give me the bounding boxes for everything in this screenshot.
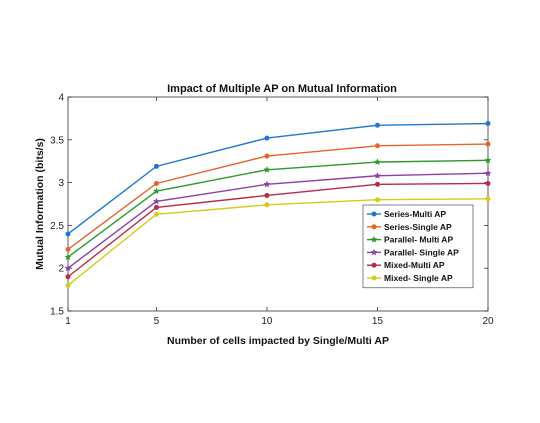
data-point — [373, 172, 382, 179]
data-point — [374, 181, 380, 187]
data-point — [485, 196, 491, 202]
legend-marker — [371, 275, 377, 281]
x-axis-title: Number of cells impacted by Single/Multi… — [167, 335, 389, 347]
legend-marker — [371, 262, 377, 268]
data-point — [263, 166, 271, 173]
y-tick-label: 3 — [58, 178, 64, 189]
data-point — [65, 282, 71, 288]
data-point — [264, 202, 270, 208]
y-tick-label: 2.5 — [50, 221, 64, 232]
x-tick-label: 15 — [372, 316, 384, 327]
data-point — [374, 143, 380, 149]
data-point — [264, 192, 270, 198]
data-point — [263, 180, 271, 188]
data-point — [484, 169, 492, 177]
data-point — [264, 135, 270, 141]
data-point — [152, 197, 160, 205]
data-point — [374, 122, 380, 128]
legend-label: Mixed-Multi AP — [384, 260, 445, 270]
legend-label: Series-Multi AP — [384, 209, 446, 219]
x-tick-label: 10 — [261, 316, 273, 327]
y-tick-label: 1.5 — [50, 307, 64, 318]
y-tick-label: 3.5 — [50, 135, 64, 146]
legend-box — [362, 204, 474, 289]
x-tick-label: 1 — [65, 316, 71, 327]
data-point — [153, 180, 159, 186]
y-tick-label: 2 — [58, 264, 64, 275]
data-point — [65, 274, 71, 280]
data-point — [65, 231, 71, 237]
y-axis-title: Mutual Information (bits/s) — [34, 138, 46, 270]
data-point — [485, 121, 491, 127]
data-point — [152, 187, 160, 195]
x-tick-label: 5 — [154, 316, 160, 327]
chart-title: Impact of Multiple AP on Mutual Informat… — [167, 83, 397, 95]
legend-marker — [371, 211, 377, 217]
data-point — [485, 141, 491, 147]
data-point — [64, 253, 72, 261]
legend-label: Series-Single AP — [384, 222, 452, 232]
data-point — [484, 156, 492, 164]
legend-label: Parallel- Multi AP — [384, 235, 453, 245]
data-point — [153, 204, 159, 210]
legend-label: Mixed- Single AP — [384, 273, 453, 283]
legend-marker — [371, 224, 377, 230]
x-tick-label: 20 — [482, 316, 494, 327]
data-point — [264, 153, 270, 159]
legend-marker — [370, 235, 378, 243]
data-point — [153, 211, 159, 217]
data-point — [153, 163, 159, 169]
data-point — [65, 246, 71, 252]
data-point — [374, 197, 380, 203]
legend-marker — [370, 248, 378, 256]
legend-label: Parallel- Single AP — [384, 247, 459, 257]
series-lines — [64, 121, 492, 288]
data-point — [64, 264, 72, 272]
y-tick-label: 4 — [58, 93, 64, 104]
data-point — [485, 180, 491, 186]
axis-ticks: 1 5 10 15 201.522.533.54 — [50, 93, 494, 328]
data-point — [373, 158, 382, 166]
legend: Series-Multi AP Series-Single AP Parallel-… — [362, 204, 474, 289]
